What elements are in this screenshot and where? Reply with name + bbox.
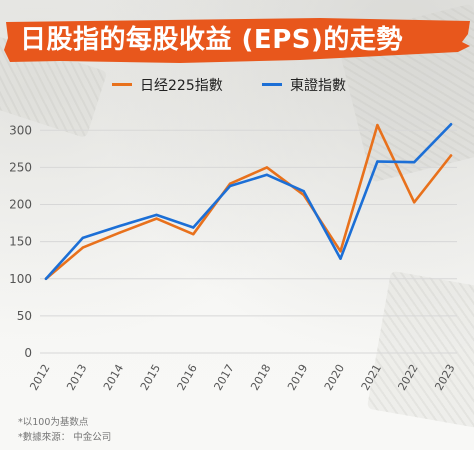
data-point (228, 184, 232, 188)
data-point (118, 224, 121, 228)
data-point (118, 231, 121, 234)
x-tick-label: 2019 (285, 362, 310, 393)
x-tick-label: 2012 (27, 362, 52, 393)
data-point (449, 154, 453, 157)
x-tick-label: 2020 (322, 362, 347, 393)
data-point (265, 166, 269, 169)
legend: 日经225指數 東證指數 (0, 75, 474, 97)
data-point (376, 123, 379, 127)
footnote-source: *數據來源： 中金公司 (18, 432, 112, 443)
x-tick-label: 2016 (175, 362, 200, 393)
chart-title: 日股指的每股收益 (EPS)的走勢 (20, 25, 403, 55)
data-point (155, 213, 158, 217)
x-tick-label: 2023 (432, 362, 457, 393)
data-point (228, 182, 232, 185)
data-point (339, 257, 342, 260)
x-tick-label: 2018 (248, 362, 273, 393)
data-point (302, 189, 305, 193)
legend-label: 東證指數 (290, 78, 346, 94)
legend-label: 日经225指數 (140, 78, 223, 94)
series-line-nikkei (44, 123, 453, 281)
y-tick-label: 100 (9, 272, 32, 286)
legend-item-topix: 東證指數 (262, 75, 346, 97)
brush-stroke-shape (4, 18, 470, 63)
data-point (449, 123, 453, 126)
data-point (155, 217, 158, 220)
data-point (376, 160, 379, 163)
title-banner: 日股指的每股收益 (EPS)的走勢 (0, 16, 474, 66)
x-tick-label: 2017 (211, 362, 236, 393)
data-point (81, 236, 85, 240)
data-point (339, 250, 342, 253)
legend-swatch-topix (262, 82, 282, 86)
y-tick-label: 200 (9, 198, 32, 212)
line-chart: 0 50 100 150 200 250 300 2012 2013 2014 2015 2016 20… (9, 122, 458, 393)
y-tick-label: 150 (9, 235, 32, 249)
y-tick-label: 250 (9, 160, 32, 174)
x-tick-label: 2021 (359, 362, 384, 393)
y-tick-label: 50 (17, 309, 32, 323)
data-point (81, 246, 85, 249)
legend-swatch-nikkei (112, 82, 132, 86)
x-tick-label: 2015 (138, 362, 163, 393)
data-point (412, 160, 416, 164)
y-tick-label: 300 (9, 123, 32, 137)
x-tick-label: 2022 (396, 362, 421, 393)
data-point (265, 173, 269, 177)
legend-item-nikkei: 日经225指數 (112, 75, 223, 97)
data-point (192, 233, 195, 236)
x-tick-label: 2014 (101, 362, 126, 393)
data-point (192, 226, 195, 229)
x-tick-label: 2013 (64, 362, 89, 393)
data-point (44, 277, 48, 280)
y-tick-label: 0 (24, 346, 32, 360)
footnote-base: *以100为基数点 (18, 417, 89, 428)
data-point (412, 201, 416, 204)
series-line-topix (44, 122, 453, 281)
